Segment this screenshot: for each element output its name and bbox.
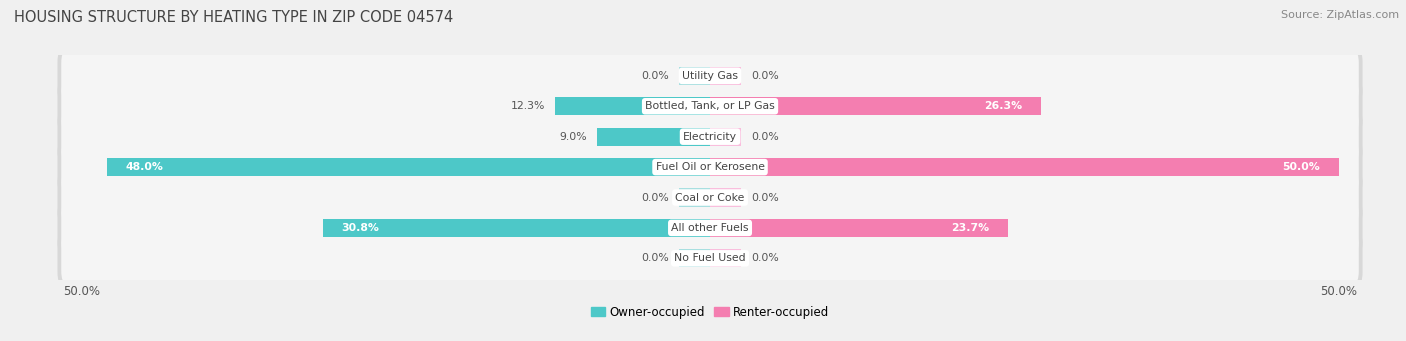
Text: 0.0%: 0.0% bbox=[752, 253, 779, 263]
Text: 0.0%: 0.0% bbox=[641, 193, 668, 203]
Text: Utility Gas: Utility Gas bbox=[682, 71, 738, 81]
Bar bbox=[679, 128, 710, 146]
FancyBboxPatch shape bbox=[58, 50, 1362, 102]
Text: Electricity: Electricity bbox=[683, 132, 737, 142]
FancyBboxPatch shape bbox=[62, 112, 1358, 162]
FancyBboxPatch shape bbox=[58, 202, 1362, 254]
Text: Fuel Oil or Kerosene: Fuel Oil or Kerosene bbox=[655, 162, 765, 172]
FancyBboxPatch shape bbox=[62, 233, 1358, 283]
Bar bbox=[710, 158, 741, 176]
Bar bbox=[679, 67, 710, 85]
Bar bbox=[710, 97, 1040, 115]
Bar bbox=[710, 188, 741, 207]
Text: 23.7%: 23.7% bbox=[950, 223, 990, 233]
Text: Bottled, Tank, or LP Gas: Bottled, Tank, or LP Gas bbox=[645, 101, 775, 111]
Text: 48.0%: 48.0% bbox=[125, 162, 163, 172]
Bar bbox=[710, 219, 741, 237]
Bar bbox=[679, 249, 710, 267]
FancyBboxPatch shape bbox=[58, 171, 1362, 224]
FancyBboxPatch shape bbox=[58, 80, 1362, 132]
Bar bbox=[107, 158, 710, 176]
Bar bbox=[555, 97, 710, 115]
FancyBboxPatch shape bbox=[62, 173, 1358, 222]
Bar bbox=[679, 97, 710, 115]
Bar bbox=[710, 219, 1008, 237]
Text: 50.0%: 50.0% bbox=[1282, 162, 1320, 172]
Text: 26.3%: 26.3% bbox=[984, 101, 1022, 111]
Bar bbox=[679, 219, 710, 237]
FancyBboxPatch shape bbox=[58, 110, 1362, 163]
FancyBboxPatch shape bbox=[62, 203, 1358, 253]
Text: 0.0%: 0.0% bbox=[752, 193, 779, 203]
Legend: Owner-occupied, Renter-occupied: Owner-occupied, Renter-occupied bbox=[586, 301, 834, 323]
Bar bbox=[710, 67, 741, 85]
Text: No Fuel Used: No Fuel Used bbox=[675, 253, 745, 263]
Text: 9.0%: 9.0% bbox=[560, 132, 586, 142]
Text: 0.0%: 0.0% bbox=[641, 71, 668, 81]
Text: 0.0%: 0.0% bbox=[752, 71, 779, 81]
Bar bbox=[598, 128, 710, 146]
Bar bbox=[710, 128, 741, 146]
Bar bbox=[679, 188, 710, 207]
Text: 12.3%: 12.3% bbox=[510, 101, 546, 111]
FancyBboxPatch shape bbox=[58, 141, 1362, 193]
Text: HOUSING STRUCTURE BY HEATING TYPE IN ZIP CODE 04574: HOUSING STRUCTURE BY HEATING TYPE IN ZIP… bbox=[14, 10, 453, 25]
Text: All other Fuels: All other Fuels bbox=[671, 223, 749, 233]
Text: Coal or Coke: Coal or Coke bbox=[675, 193, 745, 203]
Text: 0.0%: 0.0% bbox=[641, 253, 668, 263]
Text: 0.0%: 0.0% bbox=[752, 132, 779, 142]
FancyBboxPatch shape bbox=[62, 142, 1358, 192]
FancyBboxPatch shape bbox=[62, 51, 1358, 101]
Text: 30.8%: 30.8% bbox=[342, 223, 380, 233]
Bar bbox=[323, 219, 710, 237]
Text: Source: ZipAtlas.com: Source: ZipAtlas.com bbox=[1281, 10, 1399, 20]
Bar bbox=[679, 158, 710, 176]
FancyBboxPatch shape bbox=[58, 232, 1362, 284]
FancyBboxPatch shape bbox=[62, 81, 1358, 131]
Bar bbox=[710, 97, 741, 115]
Bar bbox=[710, 249, 741, 267]
Bar bbox=[710, 158, 1339, 176]
